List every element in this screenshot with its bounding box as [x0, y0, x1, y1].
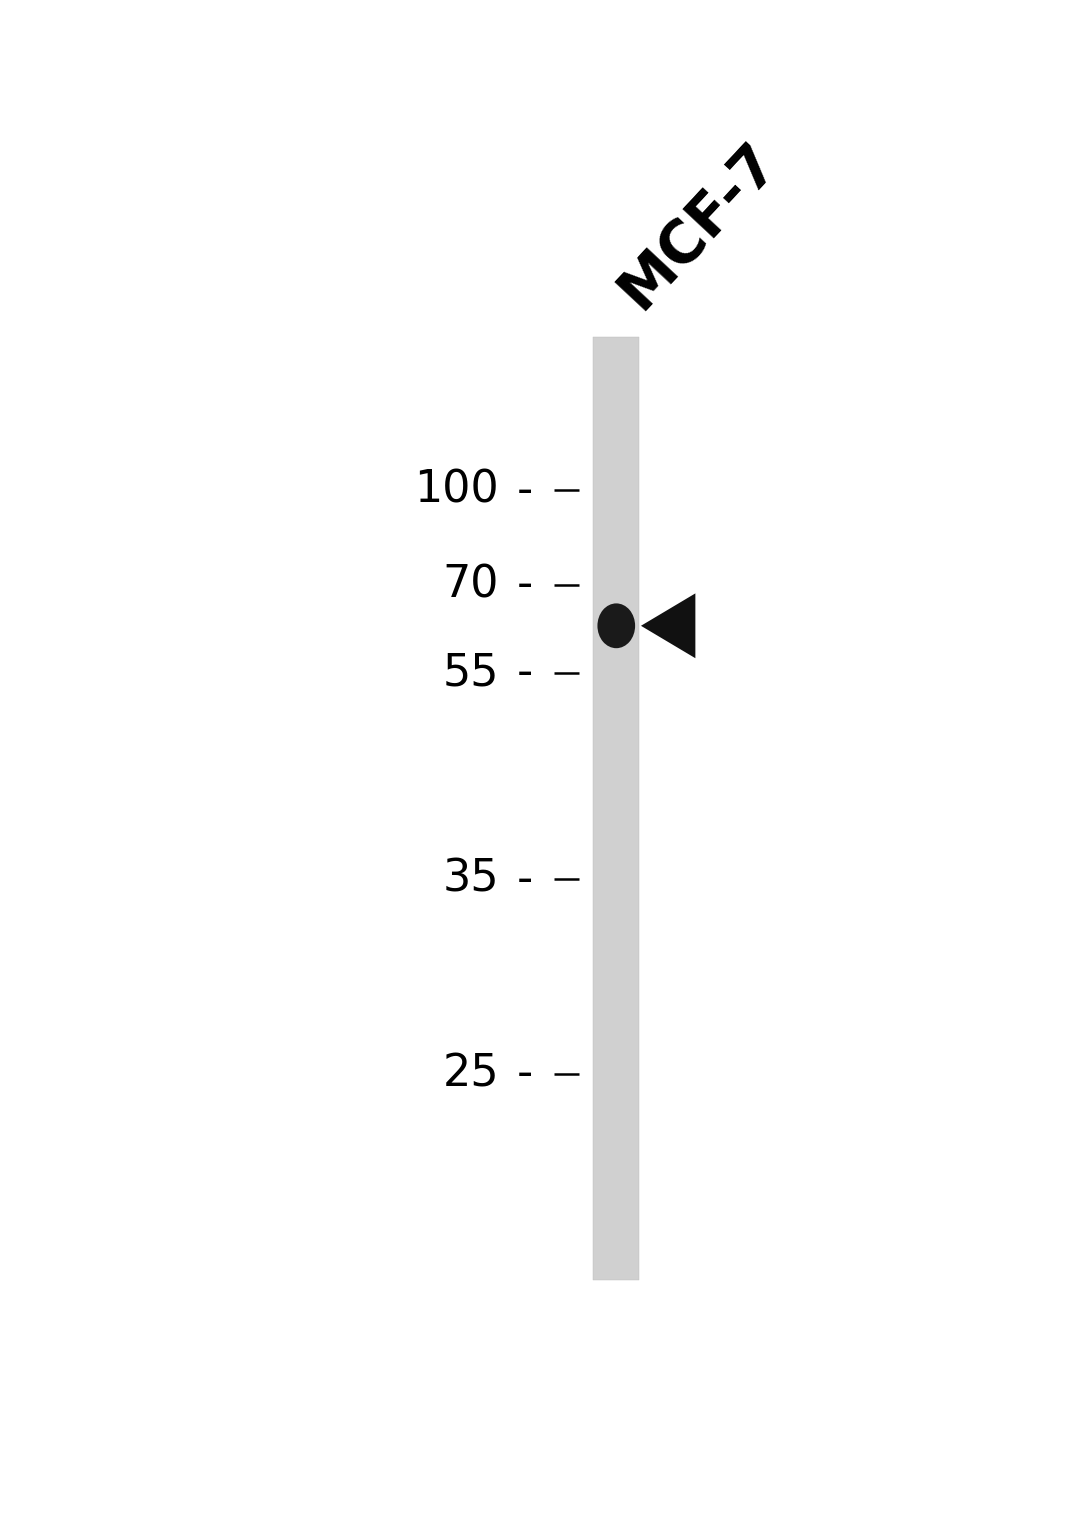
Text: 55: 55	[443, 652, 499, 695]
Text: -: -	[503, 563, 534, 606]
Text: 100: 100	[415, 468, 499, 511]
Ellipse shape	[597, 603, 635, 648]
Polygon shape	[640, 594, 696, 658]
Text: -: -	[503, 1052, 534, 1095]
Text: MCF-7: MCF-7	[608, 132, 788, 320]
Text: 70: 70	[443, 563, 499, 606]
Text: -: -	[503, 468, 534, 511]
Text: 35: 35	[443, 857, 499, 900]
Text: -: -	[503, 652, 534, 695]
Bar	[593, 337, 639, 1280]
Text: 25: 25	[443, 1052, 499, 1095]
Text: -: -	[503, 857, 534, 900]
